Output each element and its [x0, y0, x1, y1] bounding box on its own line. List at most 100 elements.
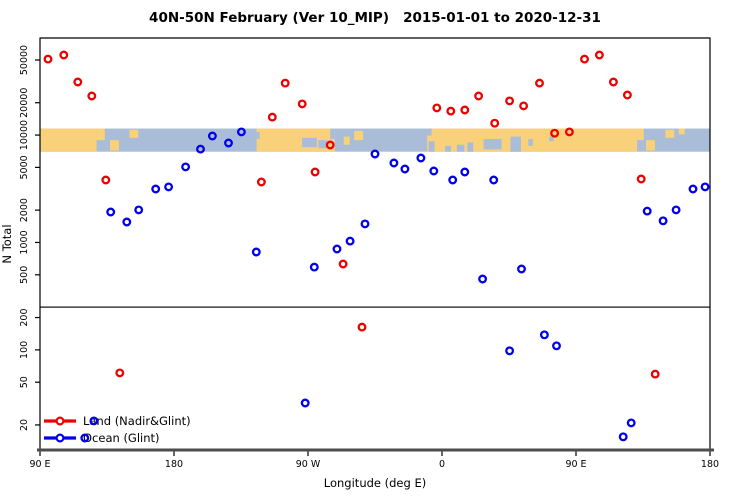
- ocean-data-point: [688, 184, 698, 194]
- x-tick-label: 90 E: [565, 459, 586, 470]
- land-data-point: [608, 77, 618, 87]
- y-tick-label: 500: [19, 266, 30, 284]
- legend-label-land: Land (Nadir&Glint): [83, 414, 191, 428]
- ocean-data-point: [552, 341, 561, 351]
- ocean-data-point: [478, 274, 488, 284]
- land-data-point: [580, 54, 589, 64]
- ocean-data-point: [389, 158, 399, 168]
- map-band-ocean-patch: [510, 136, 521, 152]
- ocean-data-point: [370, 149, 380, 159]
- ocean-data-point: [618, 432, 628, 442]
- ocean-data-point: [106, 207, 116, 217]
- map-band-ocean-patch: [318, 140, 328, 149]
- ocean-data-point: [345, 236, 355, 246]
- x-tick-label: 180: [701, 459, 719, 470]
- map-band-land: [40, 128, 97, 152]
- map-band-ocean-patch: [330, 128, 335, 139]
- ocean-data-point: [416, 153, 426, 163]
- map-band-land-patch: [109, 140, 119, 151]
- ocean-data-point: [429, 166, 439, 176]
- land-data-point: [474, 91, 484, 101]
- land-data-point: [460, 105, 470, 115]
- legend-label-ocean: Ocean (Glint): [83, 431, 160, 445]
- land-data-point: [636, 174, 646, 184]
- ocean-data-point: [489, 175, 499, 185]
- ocean-data-point: [309, 262, 319, 272]
- ocean-data-point: [122, 217, 132, 227]
- land-data-point: [650, 369, 660, 379]
- land-data-point: [267, 112, 277, 122]
- land-data-point: [310, 167, 320, 177]
- ocean-data-point: [181, 162, 191, 172]
- ocean-data-point: [300, 398, 310, 408]
- land-data-point: [73, 77, 83, 87]
- y-tick-label: 1000: [19, 230, 30, 254]
- map-band-land-patch: [637, 128, 644, 141]
- land-data-point: [297, 99, 307, 109]
- y-axis-title: N Total: [0, 224, 14, 263]
- ocean-data-point: [164, 182, 174, 192]
- map-band-ocean-patch: [256, 132, 260, 139]
- ocean-data-point: [539, 330, 549, 340]
- ocean-data-point: [671, 205, 681, 215]
- map-band-ocean-patch: [302, 137, 317, 148]
- ocean-data-point: [517, 264, 526, 274]
- map-band-ocean-patch: [467, 142, 474, 152]
- land-data-point: [594, 50, 604, 60]
- land-data-point: [43, 54, 53, 64]
- ocean-data-point: [460, 167, 470, 177]
- land-data-point: [505, 96, 515, 106]
- legend-marker-ocean-icon: [55, 433, 65, 443]
- y-tick-label: 50000: [19, 45, 30, 75]
- ocean-data-point: [448, 175, 458, 185]
- land-data-point: [535, 78, 544, 88]
- y-tick-label: 20000: [19, 88, 30, 118]
- map-band-ocean-patch: [444, 145, 451, 152]
- land-data-point: [256, 177, 266, 187]
- land-data-point: [550, 128, 560, 138]
- legend-marker-land-icon: [55, 416, 65, 426]
- land-data-point: [622, 90, 632, 100]
- ocean-data-point: [400, 164, 410, 174]
- land-data-point: [59, 50, 69, 60]
- y-tick-label: 100: [19, 341, 30, 359]
- ocean-data-point: [626, 418, 636, 428]
- ocean-data-point: [236, 127, 246, 137]
- ocean-data-point: [700, 182, 710, 192]
- x-tick-label: 90 E: [29, 459, 50, 470]
- ocean-data-point: [658, 216, 668, 226]
- x-tick-label: 0: [439, 459, 445, 470]
- land-data-point: [87, 91, 97, 101]
- ocean-data-point: [360, 219, 370, 229]
- ocean-data-point: [196, 144, 205, 154]
- map-band-land-patch: [645, 140, 655, 151]
- chart-title: 40N-50N February (Ver 10_MIP) 2015-01-01…: [149, 10, 601, 26]
- land-data-point: [357, 322, 367, 332]
- map-band-land-patch: [96, 128, 105, 141]
- map-band-ocean-patch: [483, 138, 502, 150]
- ocean-data-point: [89, 416, 99, 426]
- ocean-data-point: [151, 184, 161, 194]
- map-band-ocean-patch: [528, 138, 533, 146]
- map-band-ocean-patch: [549, 136, 554, 142]
- ocean-data-point: [134, 205, 144, 215]
- land-data-point: [338, 259, 348, 269]
- land-data-point: [519, 101, 529, 111]
- y-tick-label: 2000: [19, 198, 30, 222]
- land-data-point: [490, 118, 500, 128]
- ocean-data-point: [224, 138, 233, 148]
- ocean-data-point: [505, 346, 515, 356]
- ocean-data-point: [642, 206, 652, 216]
- land-data-point: [101, 175, 111, 185]
- y-tick-label: 20: [19, 419, 30, 431]
- x-tick-label: 180: [165, 459, 183, 470]
- land-data-point: [325, 140, 335, 150]
- land-data-point: [432, 103, 442, 113]
- x-axis-title: Longitude (deg E): [324, 476, 426, 490]
- map-band-land-patch: [343, 136, 350, 145]
- map-band-ocean-patch: [428, 141, 435, 152]
- map-band-land-patch: [129, 129, 139, 138]
- ocean-data-point: [207, 131, 217, 141]
